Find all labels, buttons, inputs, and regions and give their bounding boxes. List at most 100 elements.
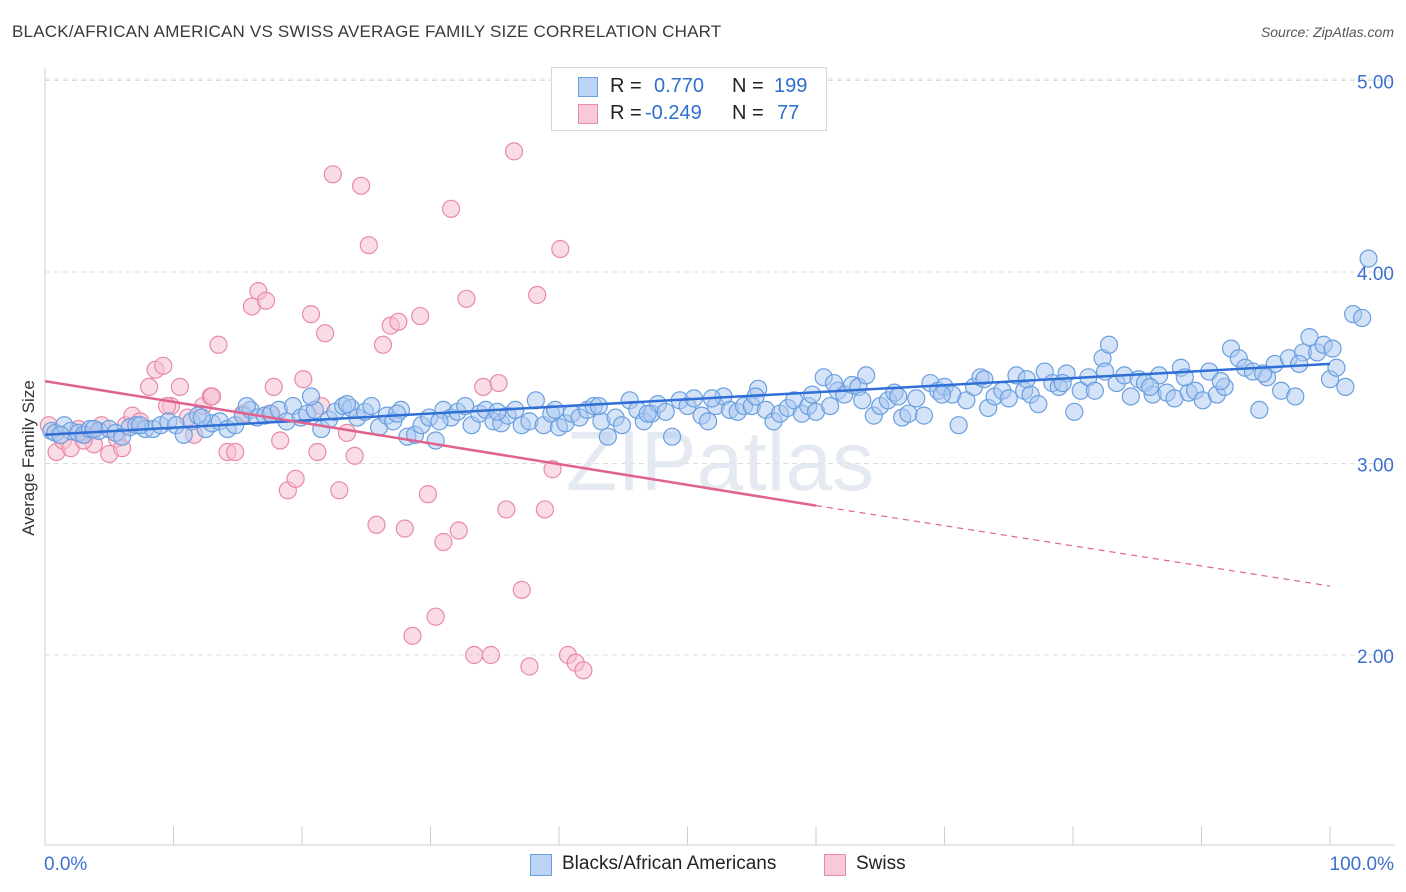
swiss-point (359, 236, 378, 255)
swiss-point (202, 387, 222, 406)
swiss-point (256, 291, 276, 310)
legend-n-label: N = (732, 75, 764, 97)
legend-label-blacks: Blacks/African Americans (562, 853, 777, 874)
swiss-point (457, 289, 476, 308)
swiss-point (441, 199, 461, 218)
blacks-point (907, 389, 926, 408)
blacks-point (130, 416, 150, 435)
blacks-point (656, 402, 675, 421)
blacks-point (824, 373, 844, 393)
swiss-point (330, 481, 349, 500)
chart-title: BLACK/AFRICAN AMERICAN VS SWISS AVERAGE … (12, 22, 722, 41)
blacks-point (1336, 377, 1355, 396)
swiss-point (308, 442, 327, 462)
watermark: ZIPatlas (566, 414, 874, 508)
swiss-point (411, 306, 430, 326)
legend-n-label: N = (732, 102, 764, 124)
correlation-legend: R = 0.770 N = 199 R = -0.249 N = 77 (551, 67, 827, 131)
blacks-point (1099, 335, 1119, 354)
blacks-point (957, 391, 976, 410)
swiss-point (551, 239, 570, 259)
swiss-point (426, 607, 445, 626)
blacks-point (612, 416, 632, 435)
blacks-point (1359, 249, 1378, 268)
blacks-point (84, 419, 103, 439)
legend-row-swiss: R = -0.249 N = 77 (552, 101, 826, 127)
blacks-point (362, 396, 381, 416)
blacks-point (1286, 387, 1305, 406)
blacks-point (1211, 372, 1230, 391)
blacks-point (662, 427, 682, 446)
blacks-point (1353, 308, 1372, 328)
blacks-point (821, 396, 840, 416)
tick-labels: 2.00 3.00 4.00 5.00 0.0% 100.0% (44, 73, 1394, 876)
blacks-point (803, 385, 822, 404)
swiss-trend-line (44, 379, 817, 507)
trend-lines (44, 362, 1331, 587)
swiss-point (264, 377, 283, 396)
blacks-point (546, 400, 565, 419)
swiss-point (316, 324, 335, 343)
y-tick-label: 3.00 (1357, 456, 1394, 477)
swiss-point (434, 532, 453, 552)
y-axis-label: Average Family Size (19, 380, 38, 536)
swiss-point (535, 500, 554, 519)
swiss-point (139, 377, 159, 396)
blacks-point (488, 402, 507, 421)
blacks-point (426, 431, 445, 450)
blacks-point (1254, 364, 1273, 383)
blacks-point (1029, 395, 1048, 414)
swiss-point (294, 370, 313, 389)
legend-swatch-pink (578, 104, 598, 124)
y-tick-label: 2.00 (1357, 647, 1394, 668)
swiss-point (170, 377, 190, 396)
blacks-point (1250, 400, 1269, 419)
swiss-point (497, 500, 516, 519)
swiss-point (474, 377, 493, 396)
grid-lines (45, 78, 1395, 656)
blacks-point (853, 391, 872, 410)
swiss-point (574, 661, 593, 680)
y-tick-label: 4.00 (1357, 264, 1394, 285)
legend-r-value: -0.249 (645, 102, 702, 124)
blacks-point (638, 404, 657, 423)
blacks-point (589, 396, 608, 416)
blacks-point (1085, 381, 1104, 400)
swiss-point (271, 431, 290, 450)
swiss-point (301, 305, 321, 324)
y-tick-label: 5.00 (1357, 73, 1394, 94)
swiss-point (209, 335, 228, 354)
blacks-point (698, 412, 718, 431)
swiss-point (418, 485, 438, 504)
blacks-point (1300, 328, 1319, 347)
swiss-point (504, 142, 524, 161)
swiss-point (352, 176, 371, 195)
blacks-point (192, 408, 211, 427)
swiss-point (465, 645, 484, 665)
swiss-point (449, 521, 468, 540)
chart-source: Source: ZipAtlas.com (1260, 24, 1394, 40)
legend-swatch-blue (530, 854, 552, 876)
swiss-point (395, 519, 414, 538)
blacks-point (949, 416, 968, 435)
legend-n-value: 77 (777, 102, 800, 124)
blacks-point (1065, 402, 1084, 421)
blacks-point (932, 385, 952, 404)
blacks-trend-line (44, 362, 1331, 437)
swiss-point (528, 285, 547, 305)
legend-swatch-blue (578, 77, 598, 97)
swiss-point (154, 356, 173, 375)
swiss-point (345, 446, 364, 465)
swiss-point (489, 373, 508, 393)
legend-n-value: 199 (774, 75, 808, 97)
swiss-point (403, 626, 422, 645)
axes (44, 68, 1395, 846)
swiss-point (337, 423, 357, 442)
blacks-point (1121, 387, 1140, 406)
blacks-point (857, 366, 876, 385)
blacks-point (337, 395, 357, 414)
blacks-point (899, 404, 918, 423)
blacks-point (999, 389, 1018, 408)
blacks-point (1327, 358, 1346, 377)
